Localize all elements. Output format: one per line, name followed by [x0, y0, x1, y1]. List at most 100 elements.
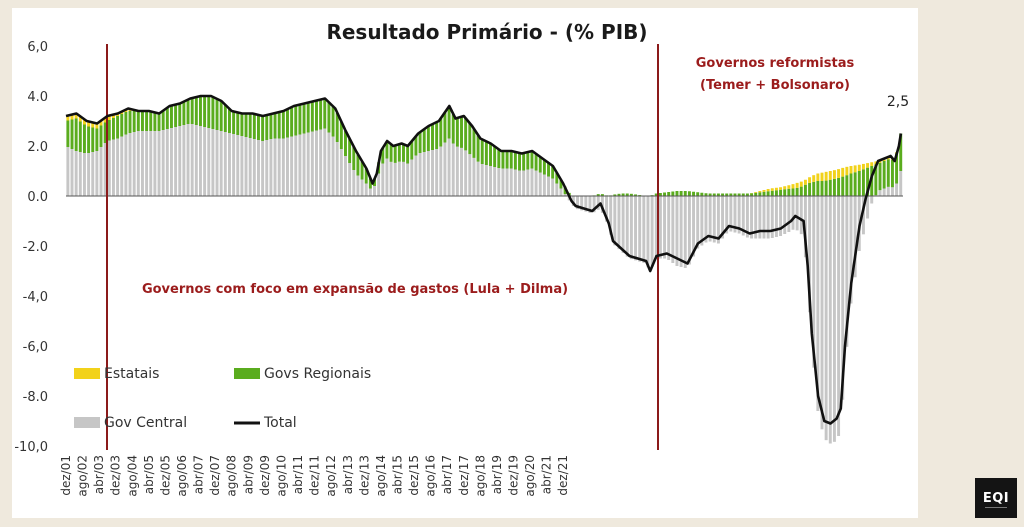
bar-gov-central — [310, 131, 314, 196]
bar-group — [841, 167, 845, 400]
bar-gov-central — [240, 136, 244, 196]
bar-govs-regionais — [468, 123, 472, 155]
bar-group — [555, 173, 559, 196]
bar-govs-regionais — [857, 171, 861, 196]
bar-group — [787, 185, 791, 232]
bar-govs-regionais — [874, 164, 878, 196]
bar-gov-central — [584, 196, 588, 212]
bar-govs-regionais — [629, 193, 633, 196]
chart-title: Resultado Primário - (% PIB) — [326, 20, 647, 44]
bar-group — [319, 99, 323, 196]
x-tick-label: dez/21 — [556, 455, 570, 496]
bar-group — [832, 170, 836, 442]
bar-group — [447, 106, 451, 196]
bar-gov-central — [418, 153, 422, 196]
bar-govs-regionais — [207, 96, 211, 128]
bar-govs-regionais — [385, 141, 389, 159]
bar-gov-central — [555, 183, 559, 196]
bar-gov-central — [484, 165, 488, 196]
bar-group — [658, 193, 662, 259]
bar-gov-central — [522, 170, 526, 196]
bar-govs-regionais — [356, 154, 360, 176]
bar-govs-regionais — [472, 129, 476, 158]
bar-govs-regionais — [617, 193, 621, 196]
bar-group — [671, 191, 675, 263]
bar-govs-regionais — [832, 178, 836, 196]
bar-estatais — [111, 114, 115, 118]
bar-estatais — [841, 167, 845, 177]
bar-group — [890, 157, 894, 196]
legend-swatch — [74, 417, 100, 428]
bar-govs-regionais — [153, 112, 157, 131]
bar-govs-regionais — [663, 192, 667, 196]
legend-swatch — [74, 368, 100, 379]
bar-govs-regionais — [766, 191, 770, 196]
bar-group — [66, 115, 70, 196]
bar-group — [157, 113, 161, 196]
bar-group — [530, 151, 534, 196]
bar-govs-regionais — [198, 96, 202, 126]
bar-gov-central — [791, 196, 795, 230]
bar-gov-central — [236, 135, 240, 196]
bar-govs-regionais — [621, 193, 625, 196]
bar-govs-regionais — [460, 116, 463, 148]
bar-gov-central — [128, 133, 132, 196]
bar-group — [136, 111, 140, 196]
legend-label: Gov Central — [104, 415, 187, 431]
bar-group — [741, 193, 745, 236]
x-tick-label: dez/15 — [407, 455, 421, 496]
bar-gov-central — [547, 176, 550, 196]
bar-group — [779, 187, 783, 236]
bar-group — [866, 163, 870, 219]
bar-gov-central — [667, 196, 671, 260]
bar-group — [783, 186, 787, 234]
bar-govs-regionais — [418, 132, 422, 153]
bar-gov-central — [497, 168, 501, 196]
bar-estatais — [787, 185, 791, 189]
bar-gov-central — [252, 139, 256, 196]
bar-gov-central — [78, 152, 82, 196]
eqi-logo: EQI — [975, 478, 1017, 518]
bar-estatais — [783, 186, 787, 190]
bar-gov-central — [671, 196, 675, 263]
bar-gov-central — [476, 161, 480, 196]
bar-gov-central — [132, 132, 136, 196]
x-tick-label: ago/06 — [175, 455, 189, 497]
bar-govs-regionais — [306, 102, 310, 133]
bar-gov-central — [679, 196, 683, 267]
bar-gov-central — [828, 196, 832, 444]
bar-gov-central — [381, 163, 385, 196]
bar-govs-regionais — [443, 112, 447, 143]
bar-govs-regionais — [252, 114, 256, 139]
bar-gov-central — [286, 137, 289, 196]
bar-group — [621, 193, 625, 253]
bar-group — [281, 111, 285, 196]
x-tick-label: abr/19 — [490, 455, 504, 494]
bar-gov-central — [136, 131, 140, 196]
bar-govs-regionais — [849, 173, 853, 196]
bar-gov-central — [683, 196, 687, 268]
x-tick-label: ago/14 — [374, 455, 388, 497]
bar-gov-central — [600, 196, 604, 213]
bar-gov-central — [754, 196, 758, 239]
bar-group — [397, 144, 401, 196]
bar-group — [70, 114, 74, 196]
bar-group — [816, 173, 820, 411]
x-tick-label: ago/02 — [76, 455, 90, 497]
bar-group — [145, 111, 149, 196]
bar-gov-central — [629, 196, 633, 260]
bar-gov-central — [435, 149, 439, 196]
bar-estatais — [74, 113, 78, 119]
bar-gov-central — [762, 196, 766, 239]
bar-gov-central — [227, 133, 231, 196]
bar-group — [795, 182, 799, 231]
y-tick-label: -6,0 — [23, 340, 48, 355]
bar-govs-regionais — [762, 191, 766, 196]
bar-govs-regionais — [281, 111, 285, 139]
bar-gov-central — [837, 196, 841, 436]
bar-govs-regionais — [716, 193, 720, 196]
bar-group — [638, 195, 642, 262]
bar-group — [261, 116, 265, 196]
bar-govs-regionais — [257, 115, 260, 140]
bar-group — [78, 116, 82, 196]
